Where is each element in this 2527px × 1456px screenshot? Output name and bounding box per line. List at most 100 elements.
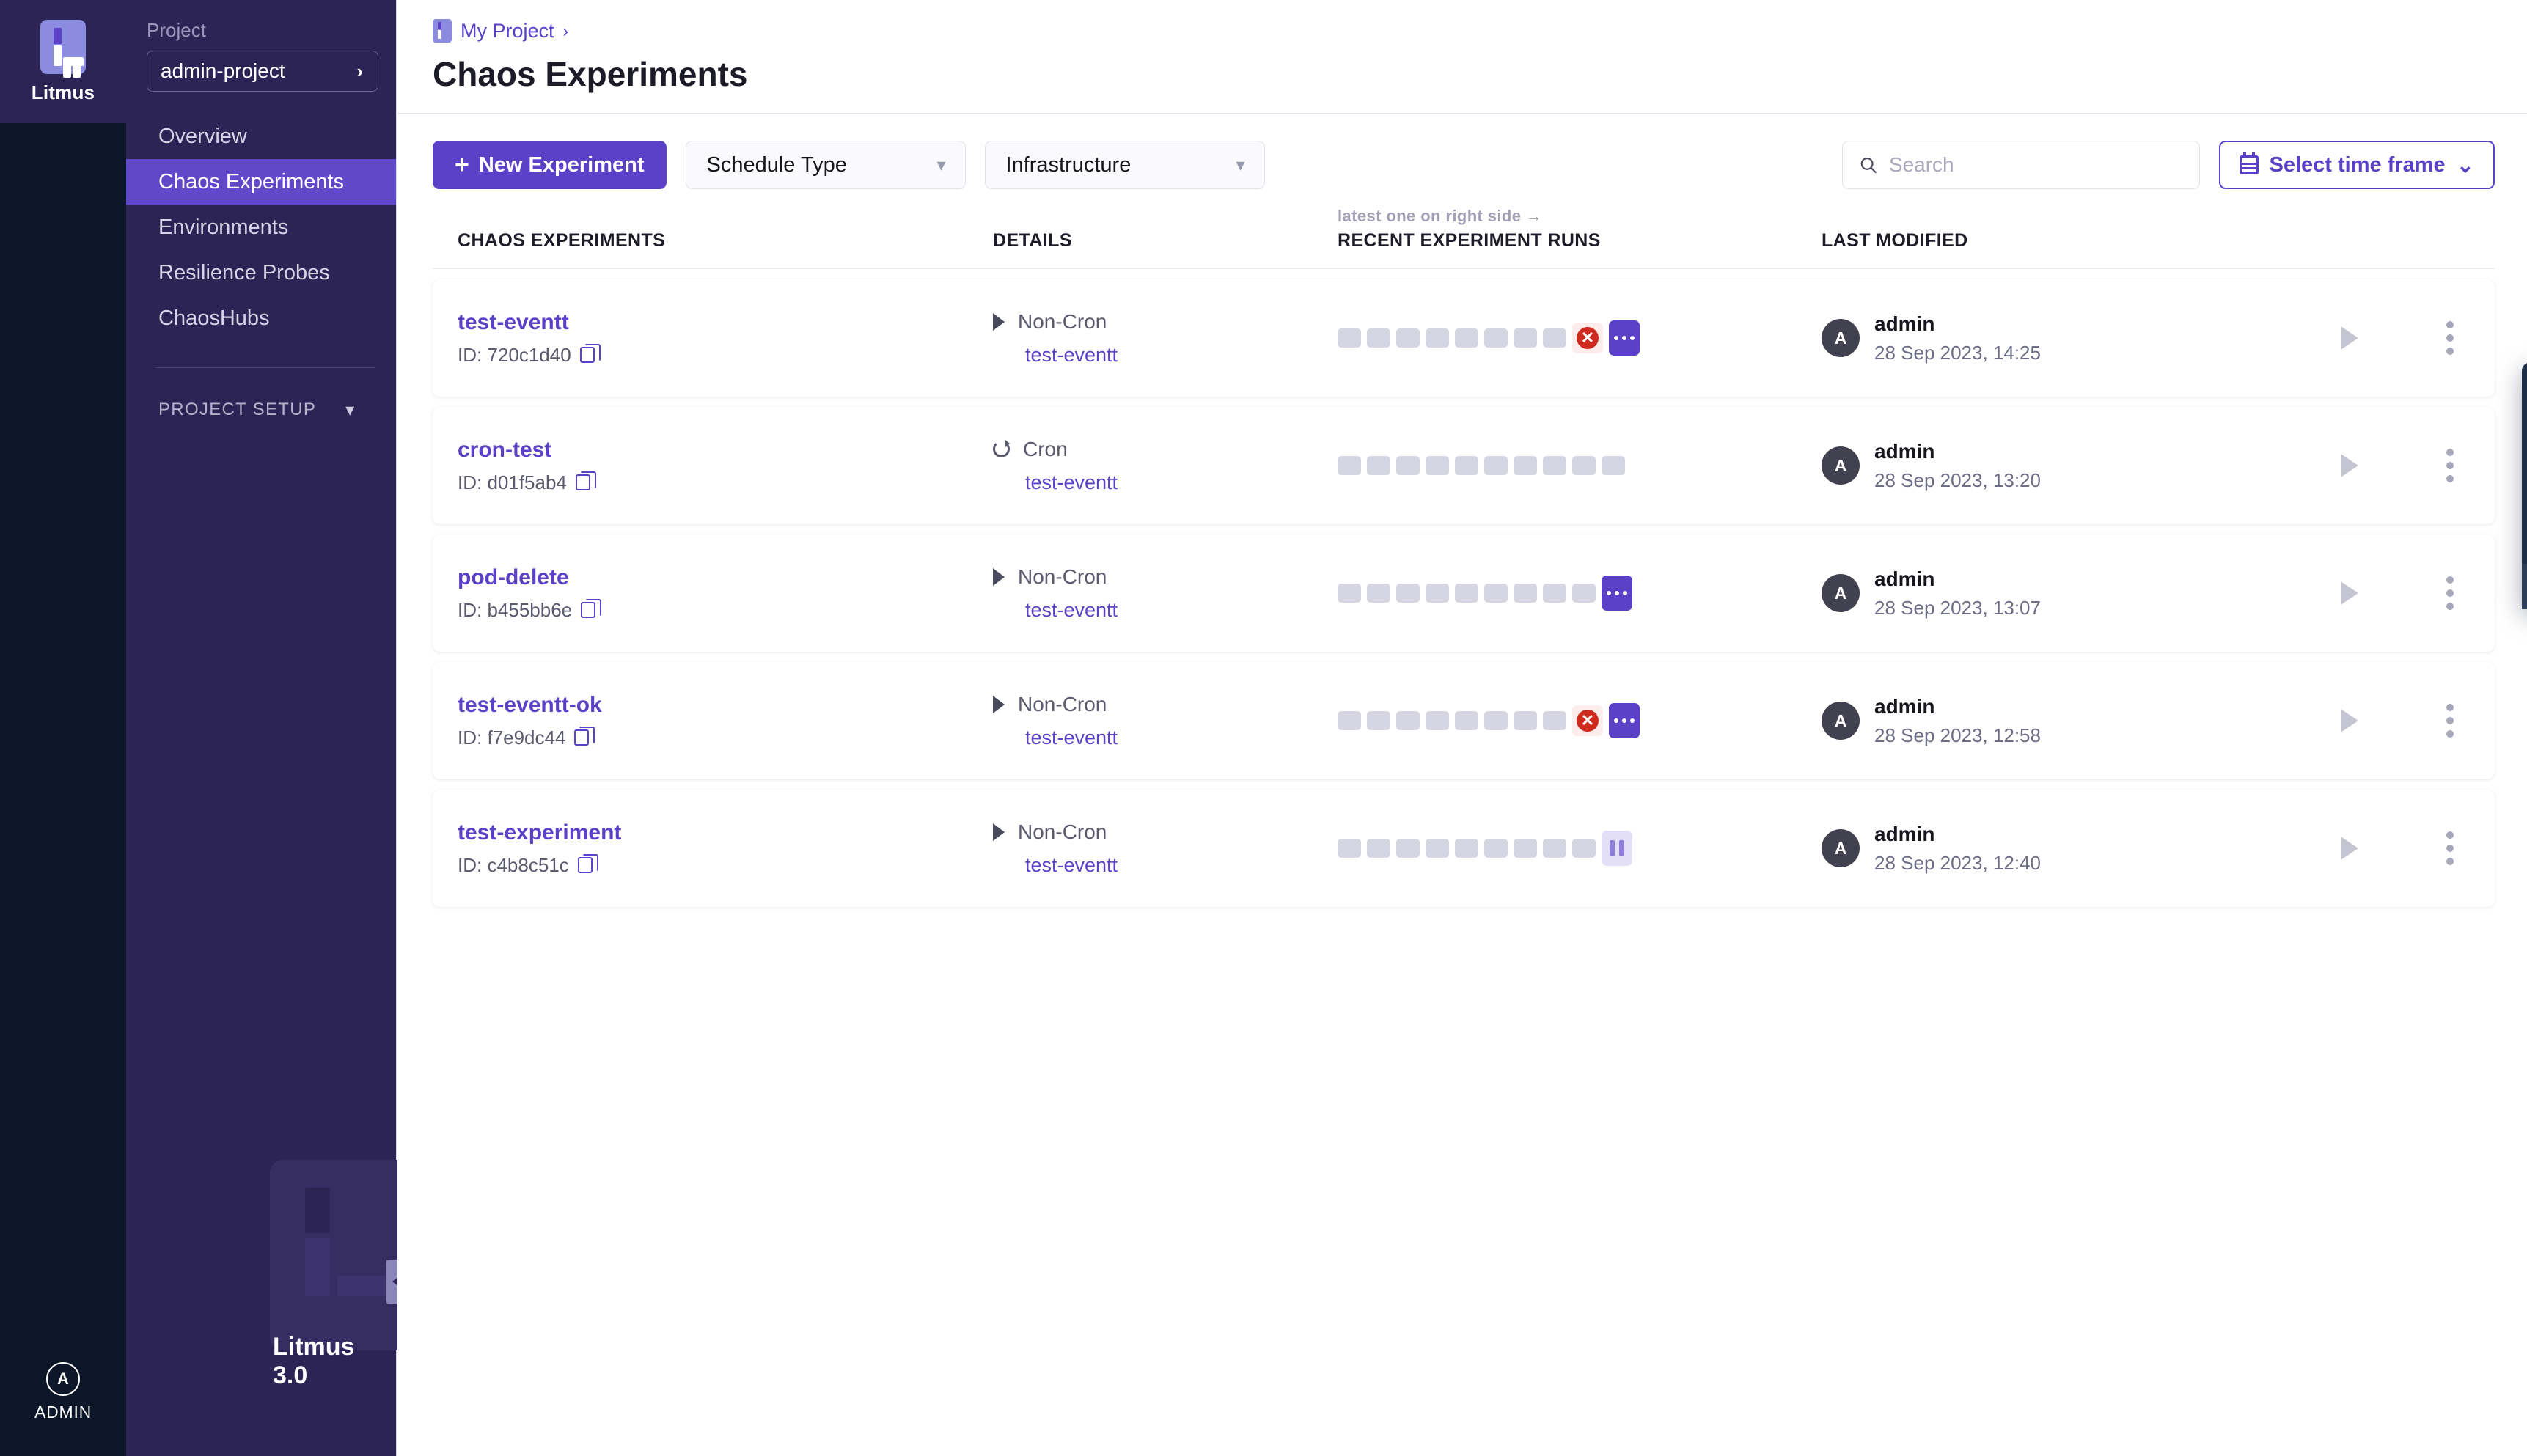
run-bar[interactable] — [1367, 584, 1390, 603]
run-bar[interactable] — [1426, 839, 1449, 858]
run-experiment-button[interactable] — [2341, 326, 2358, 350]
run-experiment-button[interactable] — [2341, 709, 2358, 732]
run-bar[interactable] — [1426, 456, 1449, 475]
run-bar[interactable] — [1572, 584, 1596, 603]
run-bar[interactable] — [1514, 328, 1537, 348]
copy-icon[interactable] — [581, 599, 602, 618]
run-status-running-icon[interactable] — [1609, 703, 1640, 738]
infrastructure-link[interactable]: test-eventt — [1025, 853, 1118, 876]
run-status-running-icon[interactable] — [1609, 320, 1640, 356]
run-bar[interactable] — [1484, 711, 1508, 730]
copy-icon[interactable] — [577, 854, 598, 873]
run-bar[interactable] — [1396, 711, 1420, 730]
run-bar[interactable] — [1514, 711, 1537, 730]
rail-logo-block[interactable]: Litmus — [0, 0, 126, 123]
run-bar[interactable] — [1338, 839, 1361, 858]
run-bar[interactable] — [1367, 839, 1390, 858]
run-bar[interactable] — [1455, 328, 1478, 348]
table-row[interactable]: test-eventt ID: 720c1d40 Non-Cron test-even… — [433, 279, 2495, 397]
copy-icon[interactable] — [579, 344, 601, 363]
experiment-name-link[interactable]: pod-delete — [458, 565, 569, 589]
run-bar[interactable] — [1396, 584, 1420, 603]
run-status-running-icon[interactable] — [1602, 576, 1632, 611]
copy-icon[interactable] — [574, 727, 595, 746]
run-bar[interactable] — [1543, 584, 1566, 603]
run-status-paused-icon[interactable] — [1602, 831, 1632, 866]
run-bar[interactable] — [1426, 584, 1449, 603]
schedule-type-dropdown[interactable]: Schedule Type ▾ — [685, 141, 966, 189]
run-bar[interactable] — [1572, 456, 1596, 475]
infrastructure-link[interactable]: test-eventt — [1025, 471, 1118, 493]
run-bar[interactable] — [1338, 456, 1361, 475]
run-bar[interactable] — [1396, 839, 1420, 858]
run-experiment-button[interactable] — [2341, 837, 2358, 860]
context-menu-item-edit-experiment[interactable]: Edit Experiment — [2522, 374, 2527, 419]
select-time-frame-button[interactable]: Select time frame ⌄ — [2218, 141, 2495, 189]
experiment-name-link[interactable]: test-eventt — [458, 309, 569, 334]
context-menu-item-delete-experiment[interactable]: Delete Experiment — [2522, 564, 2527, 609]
row-menu-button[interactable] — [2446, 321, 2454, 355]
run-bar[interactable] — [1543, 839, 1566, 858]
row-menu-button[interactable] — [2446, 576, 2454, 610]
project-selector[interactable]: admin-project › — [147, 51, 378, 92]
run-bar[interactable] — [1455, 584, 1478, 603]
run-status-failed-icon[interactable]: ✕ — [1572, 705, 1603, 736]
infrastructure-link[interactable]: test-eventt — [1025, 343, 1118, 366]
run-status-failed-icon[interactable]: ✕ — [1572, 323, 1603, 353]
infrastructure-dropdown[interactable]: Infrastructure ▾ — [984, 141, 1265, 189]
run-bar[interactable] — [1514, 456, 1537, 475]
row-menu-button[interactable] — [2446, 831, 2454, 865]
run-bar[interactable] — [1396, 328, 1420, 348]
rail-avatar[interactable]: A — [46, 1362, 80, 1396]
sidebar-item-resilience-probes[interactable]: Resilience Probes — [126, 250, 396, 295]
sidebar-section-project-setup[interactable]: PROJECT SETUP ▾ — [126, 390, 396, 430]
experiment-name-link[interactable]: test-experiment — [458, 820, 622, 845]
run-bar[interactable] — [1338, 711, 1361, 730]
run-bar[interactable] — [1455, 456, 1478, 475]
context-menu-item-download-manifest[interactable]: Download Manifest — [2522, 510, 2527, 556]
rail-user-block[interactable]: A ADMIN — [0, 1362, 126, 1422]
run-bar[interactable] — [1514, 584, 1537, 603]
search-input[interactable] — [1888, 153, 2183, 177]
table-row[interactable]: test-experiment ID: c4b8c51c Non-Cron test-… — [433, 790, 2495, 907]
run-experiment-button[interactable] — [2341, 454, 2358, 477]
sidebar-item-chaos-experiments[interactable]: Chaos Experiments — [126, 159, 396, 205]
run-bar[interactable] — [1602, 456, 1625, 475]
sidebar-item-environments[interactable]: Environments — [126, 205, 396, 250]
run-bar[interactable] — [1367, 456, 1390, 475]
run-bar[interactable] — [1426, 711, 1449, 730]
run-bar[interactable] — [1543, 456, 1566, 475]
breadcrumb-link-my-project[interactable]: My Project — [461, 19, 554, 42]
run-bar[interactable] — [1455, 839, 1478, 858]
run-bar[interactable] — [1367, 711, 1390, 730]
run-bar[interactable] — [1543, 328, 1566, 348]
run-bar[interactable] — [1484, 839, 1508, 858]
row-menu-button[interactable] — [2446, 704, 2454, 738]
run-experiment-button[interactable] — [2341, 581, 2358, 605]
sidebar-item-overview[interactable]: Overview — [126, 114, 396, 159]
run-bar[interactable] — [1543, 711, 1566, 730]
new-experiment-button[interactable]: + New Experiment — [433, 141, 667, 189]
run-bar[interactable] — [1514, 839, 1537, 858]
table-row[interactable]: pod-delete ID: b455bb6e Non-Cron test-event… — [433, 534, 2495, 652]
context-menu-item-clone-experiment[interactable]: Clone Experiment — [2522, 419, 2527, 465]
row-menu-button[interactable] — [2446, 449, 2454, 482]
run-bar[interactable] — [1396, 456, 1420, 475]
search-box[interactable] — [1841, 141, 2200, 189]
experiment-name-link[interactable]: cron-test — [458, 437, 552, 462]
infrastructure-link[interactable]: test-eventt — [1025, 726, 1118, 749]
run-bar[interactable] — [1484, 456, 1508, 475]
run-bar[interactable] — [1484, 584, 1508, 603]
run-bar[interactable] — [1572, 839, 1596, 858]
run-bar[interactable] — [1367, 328, 1390, 348]
run-bar[interactable] — [1484, 328, 1508, 348]
infrastructure-link[interactable]: test-eventt — [1025, 598, 1118, 621]
run-bar[interactable] — [1426, 328, 1449, 348]
table-row[interactable]: test-eventt-ok ID: f7e9dc44 Non-Cron test-e… — [433, 662, 2495, 779]
copy-icon[interactable] — [575, 471, 596, 490]
run-bar[interactable] — [1338, 328, 1361, 348]
run-bar[interactable] — [1455, 711, 1478, 730]
experiment-name-link[interactable]: test-eventt-ok — [458, 692, 602, 717]
sidebar-item-chaoshubs[interactable]: ChaosHubs — [126, 295, 396, 341]
